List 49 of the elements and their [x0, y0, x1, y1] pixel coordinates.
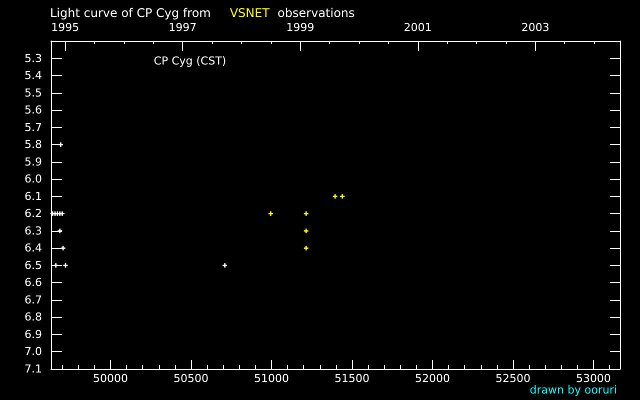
x-tick-label: 50500	[174, 372, 209, 385]
y-tick-label: 6.9	[24, 328, 42, 341]
y-tick-label: 6.5	[24, 258, 42, 272]
point	[332, 194, 338, 199]
point	[304, 246, 308, 250]
y-tick-label: 6.2	[24, 207, 42, 220]
y-tick-label: 5.6	[24, 104, 42, 117]
x2-tick-label: 1997	[168, 21, 197, 34]
y-tick-label: 5.4	[24, 69, 42, 82]
y-tick-label: 6.1	[24, 190, 42, 203]
x-tick-label: 51000	[254, 372, 290, 385]
text: drawn by ooruri	[530, 384, 617, 396]
point	[222, 263, 228, 268]
x2-tick-label: 1995	[51, 21, 80, 34]
y-tick-label: 5.3	[24, 52, 42, 65]
y-tick-label: 5.9	[24, 155, 42, 168]
y-tick-label: 6.8	[24, 310, 42, 324]
y-tick-label: 6.7	[24, 293, 42, 306]
point	[60, 246, 66, 250]
x-tick-label: 53000	[576, 372, 611, 385]
point	[63, 263, 68, 268]
y-tick-label: 7.1	[24, 362, 42, 376]
y-tick-label: 5.7	[24, 120, 42, 134]
y-tick-label: 6.4	[24, 242, 42, 255]
annotation: CP Cyg (CST)	[154, 54, 226, 68]
point	[54, 263, 58, 268]
point	[304, 228, 308, 234]
y-tick-label: 5.8	[24, 138, 42, 152]
chart-title: Light curve of CP Cyg from	[50, 6, 211, 20]
y-tick-label: 6.0	[24, 172, 42, 186]
x2-tick-label: 1999	[286, 21, 314, 34]
y-tick-label: 6.6	[24, 276, 42, 290]
point	[304, 211, 308, 216]
x2-tick-label: 2003	[521, 21, 550, 34]
x2-tick-label: 2001	[404, 21, 432, 34]
text: VSNET	[230, 6, 270, 20]
y-tick-label: 5.5	[24, 86, 42, 100]
x-tick-label: 50000	[93, 372, 128, 385]
x-tick-label: 52500	[495, 372, 530, 385]
point	[340, 194, 345, 199]
y-tick-label: 6.3	[24, 224, 42, 238]
point	[268, 211, 273, 216]
x-tick-label: 52000	[414, 372, 450, 385]
chart-subtitle: observations	[278, 6, 355, 20]
x-tick-label: 51500	[334, 372, 370, 385]
point	[58, 142, 63, 147]
point	[58, 228, 62, 234]
y-tick-label: 7.0	[24, 345, 42, 358]
point	[60, 211, 65, 216]
